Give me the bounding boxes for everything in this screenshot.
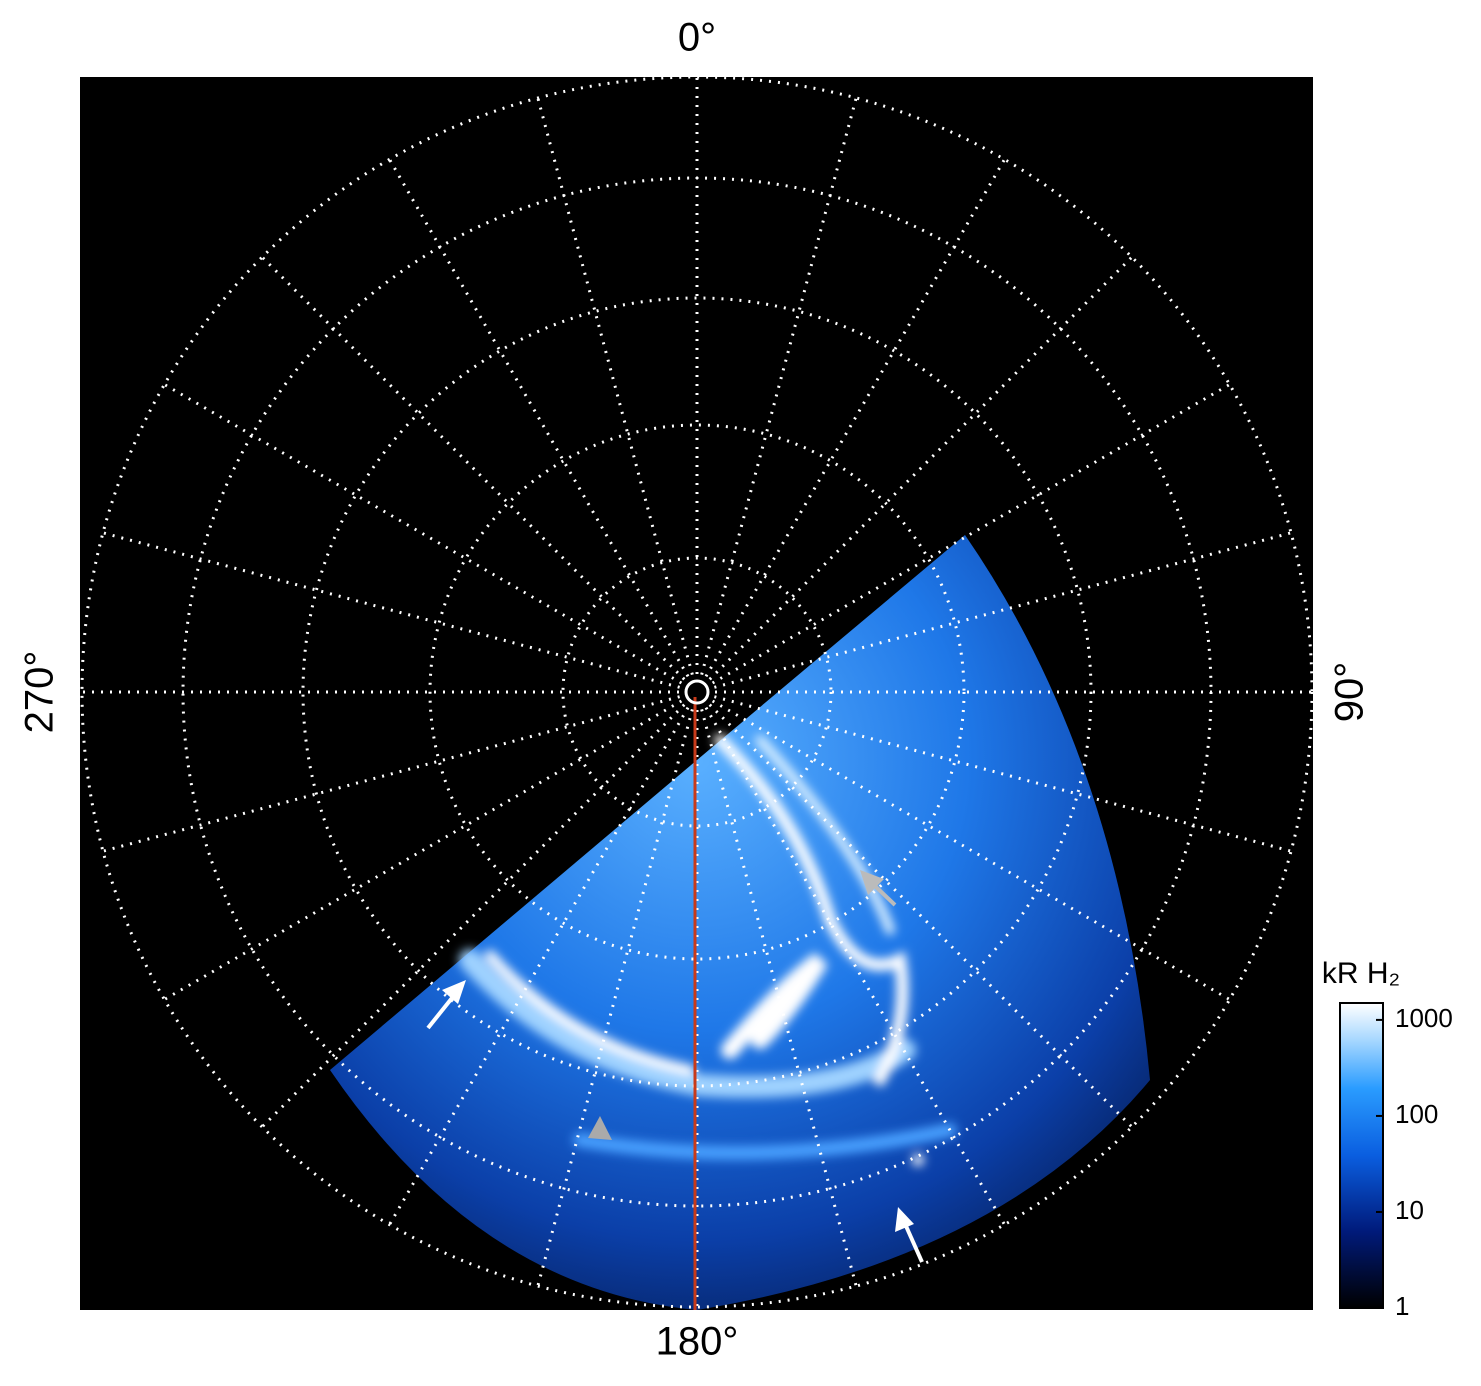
meridian-grid-line — [708, 703, 1133, 1128]
colorbar-tick-label: 1 — [1395, 1291, 1409, 1321]
meridian-grid-line — [536, 708, 694, 1287]
colorbar-tick-label: 100 — [1395, 1099, 1438, 1129]
colorbar-label: kR H₂ — [1322, 957, 1400, 990]
arrows — [426, 870, 924, 1263]
angle-label: 90° — [1328, 662, 1372, 723]
meridian-grid-line — [261, 703, 686, 1128]
meridian-grid-line — [388, 706, 690, 1226]
aurora-image — [330, 535, 1150, 1310]
angle-label: 0° — [678, 16, 716, 60]
meridian-grid-line — [700, 708, 858, 1287]
meridian-grid-line — [704, 706, 1006, 1226]
pole-marker — [684, 679, 710, 705]
meridian-grid-line — [711, 383, 1231, 685]
meridian-grid-line — [713, 531, 1292, 689]
colorbar — [1339, 1002, 1384, 1309]
meridian-grid-line — [700, 97, 858, 676]
meridian-grid-line — [708, 256, 1133, 681]
emission-region — [330, 535, 1150, 1310]
meridian-grid-line — [713, 695, 1292, 853]
meridian-grid-line — [163, 699, 683, 1001]
colorbar-tick-label: 10 — [1395, 1195, 1424, 1225]
meridian-grid-line — [536, 97, 694, 676]
latitude-circle — [301, 296, 1093, 1088]
polar-grid — [80, 75, 1314, 1309]
latitude-circle — [561, 556, 833, 828]
meridian-grid-line — [102, 695, 681, 853]
meridian-grid-line — [388, 158, 690, 678]
angle-label: 270° — [18, 651, 62, 734]
latitude-circle — [428, 423, 966, 961]
colorbar-tick-label: 1000 — [1395, 1003, 1453, 1033]
meridian-grid-line — [261, 256, 686, 681]
meridian-grid-line — [163, 383, 683, 685]
angle-label: 180° — [656, 1320, 739, 1364]
meridian-grid-line — [102, 531, 681, 689]
meridian-grid-line — [711, 699, 1231, 1001]
latitude-circle — [80, 75, 1314, 1309]
meridian-grid-line — [704, 158, 1006, 678]
bright-arcs — [459, 734, 957, 1166]
